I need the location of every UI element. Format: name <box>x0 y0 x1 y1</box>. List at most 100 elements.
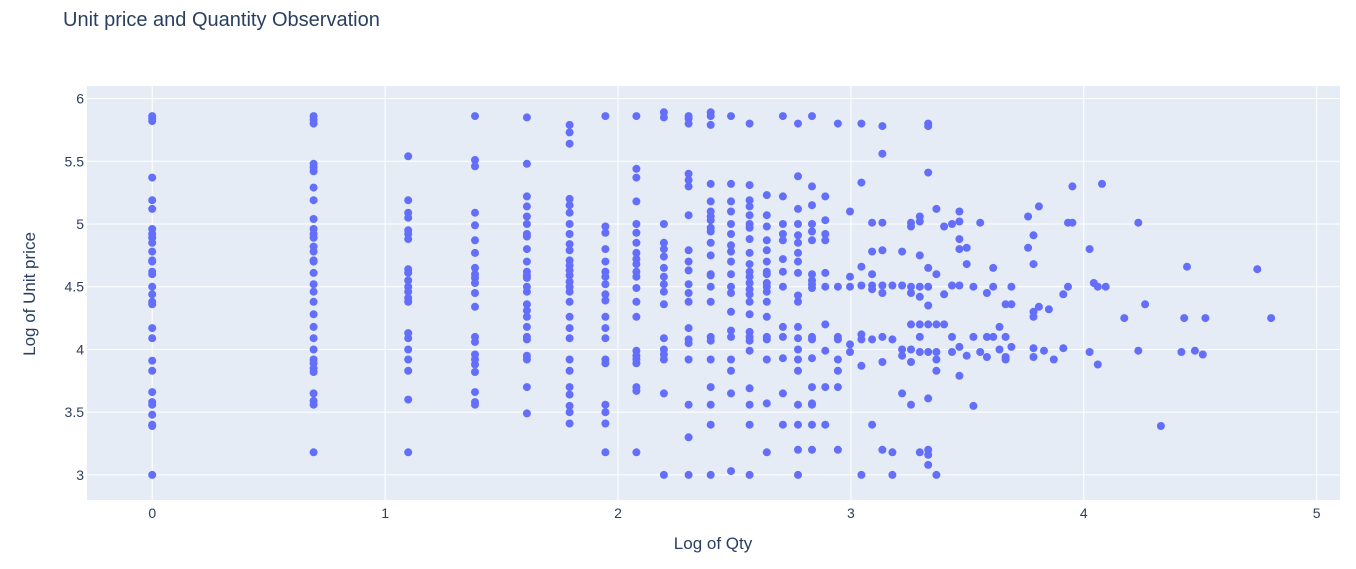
scatter-point <box>471 162 479 171</box>
scatter-point <box>727 247 735 256</box>
scatter-point <box>684 400 693 409</box>
scatter-point <box>794 248 802 257</box>
scatter-point <box>522 306 531 315</box>
scatter-point <box>632 248 641 257</box>
scatter-point <box>940 222 949 231</box>
scatter-point <box>404 448 413 457</box>
scatter-point <box>404 395 413 404</box>
scatter-point <box>148 204 157 213</box>
scatter-point <box>955 235 964 244</box>
scatter-point <box>778 354 787 363</box>
scatter-point <box>924 320 933 329</box>
scatter-point <box>601 312 610 321</box>
scatter-point <box>794 322 802 331</box>
scatter-point <box>1201 314 1210 323</box>
scatter-point <box>309 400 318 409</box>
scatter-point <box>632 386 641 395</box>
scatter-point <box>969 401 978 410</box>
scatter-point <box>727 307 735 316</box>
scatter-point <box>955 342 964 351</box>
scatter-point <box>148 247 157 256</box>
scatter-point <box>857 119 866 128</box>
scatter-point <box>898 351 907 360</box>
scatter-point <box>706 420 715 429</box>
scatter-point <box>706 251 715 260</box>
scatter-point <box>745 223 754 232</box>
scatter-point <box>601 359 610 368</box>
scatter-point <box>148 257 157 266</box>
scatter-point <box>778 322 787 331</box>
scatter-point <box>404 276 413 285</box>
scatter-point <box>1183 262 1191 271</box>
scatter-point <box>907 222 915 231</box>
scatter-point <box>976 348 985 356</box>
scatter-point <box>706 282 715 291</box>
scatter-point <box>821 236 830 245</box>
scatter-point <box>706 336 715 345</box>
scatter-point <box>148 324 157 333</box>
scatter-point <box>1059 344 1068 353</box>
scatter-point <box>745 346 754 355</box>
scatter-point <box>821 192 830 201</box>
scatter-point <box>948 332 956 341</box>
scatter-point <box>924 122 933 131</box>
scatter-point <box>898 345 907 354</box>
scatter-point <box>632 359 641 368</box>
scatter-point <box>727 467 735 476</box>
scatter-point <box>808 236 816 245</box>
scatter-point <box>659 113 668 122</box>
scatter-point <box>778 112 787 121</box>
scatter-point <box>1101 282 1110 291</box>
scatter-point <box>659 300 668 309</box>
scatter-point <box>868 218 877 227</box>
scatter-point <box>601 334 610 343</box>
scatter-point <box>565 246 574 255</box>
scatter-point <box>404 345 413 354</box>
scatter-point <box>309 233 318 242</box>
scatter-point <box>808 354 816 363</box>
scatter-point <box>706 112 715 121</box>
scatter-point <box>727 332 735 341</box>
scatter-point <box>762 297 771 306</box>
scatter-point <box>808 420 816 429</box>
scatter-point <box>762 335 771 344</box>
scatter-point <box>808 227 816 236</box>
scatter-point <box>404 287 413 296</box>
scatter-point <box>1068 182 1077 191</box>
scatter-point <box>982 353 991 361</box>
scatter-point <box>565 324 574 333</box>
scatter-point <box>1156 422 1165 430</box>
scatter-point <box>601 448 610 457</box>
scatter-point <box>727 270 735 279</box>
scatter-point <box>940 290 949 299</box>
scatter-point <box>989 263 998 272</box>
y-tick-label: 4.5 <box>65 279 85 295</box>
scatter-point <box>471 156 479 164</box>
scatter-point <box>706 197 715 206</box>
scatter-point <box>1034 202 1043 211</box>
scatter-point <box>522 212 531 221</box>
scatter-point <box>915 292 924 301</box>
scatter-point <box>948 220 956 228</box>
scatter-point <box>522 383 531 392</box>
scatter-point <box>745 290 754 299</box>
scatter-point <box>955 217 964 226</box>
scatter-point <box>148 410 157 419</box>
scatter-point <box>148 196 157 205</box>
scatter-point <box>745 297 754 306</box>
scatter-point <box>833 445 842 454</box>
scatter-point <box>632 297 641 306</box>
scatter-point <box>1040 346 1048 355</box>
x-tick-label: 4 <box>1080 505 1088 521</box>
scatter-point <box>471 368 479 376</box>
scatter-point <box>962 351 971 360</box>
scatter-point <box>794 220 802 228</box>
scatter-point <box>148 238 157 247</box>
scatter-point <box>684 355 693 364</box>
scatter-point <box>948 348 956 356</box>
scatter-point <box>888 448 897 457</box>
scatter-point <box>684 297 693 306</box>
scatter-point <box>309 448 318 457</box>
scatter-point <box>995 345 1004 354</box>
